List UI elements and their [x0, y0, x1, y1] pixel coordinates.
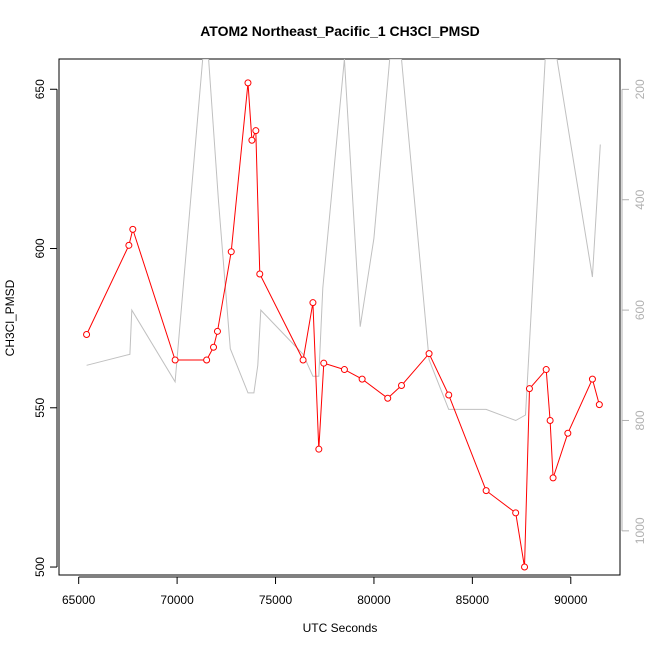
y2-tick-label: 600: [633, 300, 647, 320]
data-point: [340, 366, 348, 374]
data-point: [210, 343, 218, 351]
data-point: [546, 417, 554, 425]
x-tick-label: 85000: [456, 593, 490, 607]
data-point: [299, 356, 307, 364]
data-point: [213, 327, 221, 335]
data-point: [244, 79, 252, 87]
x-tick-label: 70000: [160, 593, 194, 607]
data-point: [227, 248, 235, 256]
data-point: [425, 350, 433, 358]
data-point: [542, 366, 550, 374]
data-point: [252, 127, 260, 135]
series-layer: [83, 59, 603, 571]
y-tick-label: 650: [33, 79, 47, 99]
y2-tick-label: 800: [633, 410, 647, 430]
x-tick-label: 75000: [259, 593, 293, 607]
data-point: [256, 270, 264, 278]
data-point: [171, 356, 179, 364]
x-tick-label: 65000: [62, 593, 96, 607]
y2-axis: 200 400 600 800 1000: [621, 79, 647, 544]
data-point: [595, 401, 603, 409]
data-point: [398, 381, 406, 389]
y-axis-label: CH3Cl_PMSD: [3, 279, 17, 356]
series-left-line: [86, 82, 600, 568]
data-point: [358, 375, 366, 383]
data-point: [248, 136, 256, 144]
series-left-group: [83, 79, 603, 571]
chart-title: ATOM2 Northeast_Pacific_1 CH3Cl_PMSD: [200, 23, 480, 39]
x-tick-label: 80000: [357, 593, 391, 607]
data-point: [384, 394, 392, 402]
data-point: [203, 356, 211, 364]
y-tick-label: 550: [33, 397, 47, 417]
data-point: [512, 509, 520, 517]
y2-tick-label: 400: [633, 189, 647, 209]
x-tick-label: 90000: [554, 593, 588, 607]
data-point: [588, 375, 596, 383]
data-point: [315, 445, 323, 453]
data-point: [525, 385, 533, 393]
data-point: [521, 563, 529, 571]
plot-frame: [58, 58, 621, 576]
data-point: [129, 225, 137, 233]
y-axis: 500 550 600 650: [33, 79, 58, 577]
data-point: [549, 474, 557, 482]
y2-tick-label: 200: [633, 79, 647, 99]
data-point: [564, 429, 572, 437]
x-axis-label: UTC Seconds: [303, 621, 378, 635]
series-right-line: [86, 59, 601, 422]
data-point: [482, 487, 490, 495]
data-point: [83, 331, 91, 339]
data-point: [445, 391, 453, 399]
y2-tick-label: 1000: [633, 517, 647, 544]
data-point: [320, 359, 328, 367]
y-tick-label: 600: [33, 238, 47, 258]
x-axis: 65000 70000 75000 80000 85000 90000: [62, 576, 588, 607]
data-point: [309, 299, 317, 307]
series-right-group: [86, 59, 601, 422]
y-tick-label: 500: [33, 557, 47, 577]
data-point: [125, 241, 133, 249]
